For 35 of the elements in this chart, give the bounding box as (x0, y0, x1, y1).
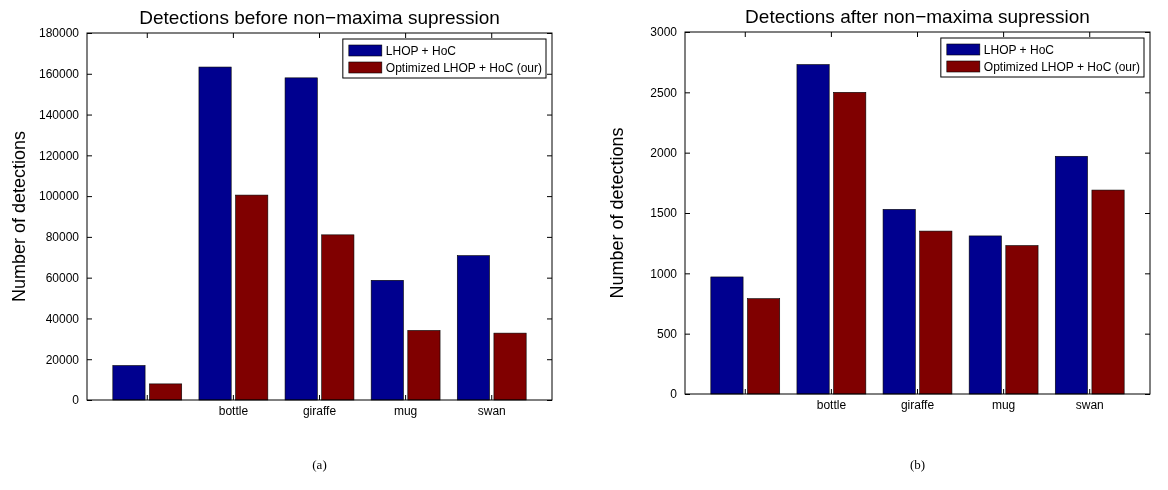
x-tick-label: bottle (218, 403, 249, 418)
legend-label: LHOP + HoC (983, 43, 1055, 57)
y-tick-label: 140000 (38, 107, 80, 122)
legend-label: Optimized LHOP + HoC (our) (983, 60, 1140, 74)
y-tick-label: 2500 (650, 85, 678, 100)
y-tick-label: 100000 (38, 189, 80, 204)
y-tick-label: 1500 (650, 206, 678, 221)
y-tick-label: 180000 (38, 26, 80, 41)
y-tick-label: 60000 (45, 271, 80, 286)
y-tick-label: 2000 (650, 146, 678, 161)
y-tick-label: 500 (656, 327, 678, 342)
chart-title: Detections before non−maxima supression (139, 7, 500, 28)
x-tick-label: mug (393, 403, 418, 418)
x-tick-label: mug (991, 397, 1016, 412)
y-tick-label: 20000 (45, 352, 80, 367)
x-tick-label: giraffe (900, 397, 935, 412)
y-tick-label: 3000 (650, 25, 678, 40)
y-axis-title: Number of detections (9, 130, 29, 303)
x-tick-label: bottle (816, 397, 847, 412)
x-tick-label: giraffe (302, 403, 337, 418)
y-tick-label: 80000 (45, 230, 80, 245)
y-tick-label: 0 (670, 387, 678, 402)
text: (b) (909, 457, 926, 472)
x-tick-label: swan (1075, 397, 1104, 412)
y-tick-label: 160000 (38, 67, 80, 82)
legend-label: Optimized LHOP + HoC (our) (385, 61, 542, 75)
y-tick-label: 1000 (650, 266, 678, 281)
text: (a) (312, 457, 327, 472)
legend-label: LHOP + HoC (385, 44, 457, 58)
y-tick-label: 120000 (38, 148, 80, 163)
x-tick-label: swan (477, 403, 506, 418)
chart-title: Detections after non−maxima supression (745, 6, 1090, 27)
y-axis-title: Number of detections (607, 127, 627, 299)
y-tick-label: 0 (72, 393, 80, 408)
y-tick-label: 40000 (45, 311, 80, 326)
